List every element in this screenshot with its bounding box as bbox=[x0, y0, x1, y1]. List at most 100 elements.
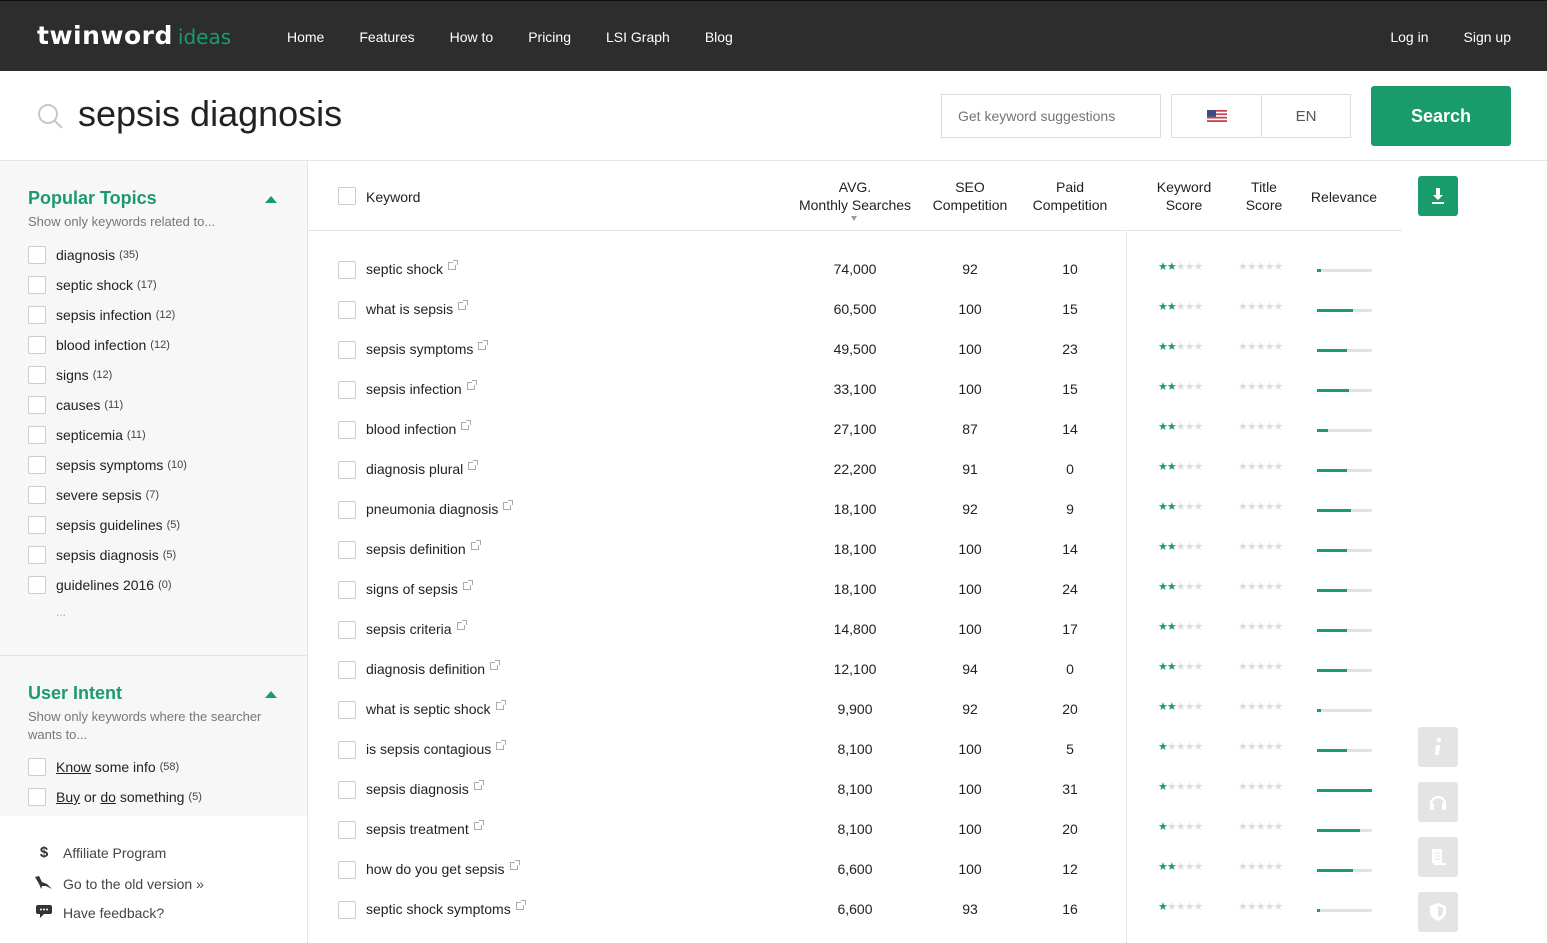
nav-how-to[interactable]: How to bbox=[449, 29, 494, 45]
topic-filter[interactable]: septic shock (17) bbox=[28, 276, 157, 294]
topic-filter[interactable]: sepsis infection (12) bbox=[28, 306, 175, 324]
external-link-icon[interactable] bbox=[458, 300, 469, 310]
row-checkbox[interactable] bbox=[338, 261, 356, 279]
topic-filter[interactable]: guidelines 2016 (0) bbox=[28, 576, 172, 594]
topic-checkbox[interactable] bbox=[28, 426, 46, 444]
search-button[interactable]: Search bbox=[1371, 86, 1511, 146]
affiliate-link[interactable]: $ Affiliate Program bbox=[34, 844, 166, 861]
keyword-link[interactable]: sepsis infection bbox=[366, 380, 477, 397]
keyword-link[interactable]: sepsis treatment bbox=[366, 820, 484, 837]
login-link[interactable]: Log in bbox=[1390, 29, 1429, 45]
nav-blog[interactable]: Blog bbox=[704, 29, 733, 45]
select-all-checkbox[interactable] bbox=[338, 187, 356, 205]
external-link-icon[interactable] bbox=[462, 580, 473, 590]
topic-filter[interactable]: severe sepsis (7) bbox=[28, 486, 159, 504]
caret-up-icon[interactable] bbox=[265, 196, 277, 203]
signup-link[interactable]: Sign up bbox=[1463, 29, 1511, 45]
external-link-icon[interactable] bbox=[468, 460, 479, 470]
caret-up-icon[interactable] bbox=[265, 691, 277, 698]
topic-filter[interactable]: signs (12) bbox=[28, 366, 112, 384]
intent-buy-do[interactable]: Buy or do something (5) bbox=[28, 788, 202, 806]
row-checkbox[interactable] bbox=[338, 541, 356, 559]
intent-buy-checkbox[interactable] bbox=[28, 788, 46, 806]
support-button[interactable] bbox=[1418, 782, 1458, 822]
brand-logo[interactable]: twinword ideas bbox=[37, 21, 231, 53]
nav-features[interactable]: Features bbox=[359, 29, 415, 45]
row-checkbox[interactable] bbox=[338, 861, 356, 879]
row-checkbox[interactable] bbox=[338, 501, 356, 519]
info-button[interactable] bbox=[1418, 727, 1458, 767]
topic-filter[interactable]: sepsis guidelines (5) bbox=[28, 516, 180, 534]
old-version-link[interactable]: Go to the old version » bbox=[34, 874, 204, 894]
nav-lsi-graph[interactable]: LSI Graph bbox=[605, 29, 670, 45]
intent-know[interactable]: Know some info (58) bbox=[28, 758, 179, 776]
keyword-link[interactable]: blood infection bbox=[366, 420, 472, 437]
keyword-link[interactable]: septic shock bbox=[366, 260, 459, 277]
document-button[interactable] bbox=[1418, 837, 1458, 877]
keyword-link[interactable]: pneumonia diagnosis bbox=[366, 500, 514, 517]
row-checkbox[interactable] bbox=[338, 581, 356, 599]
row-checkbox[interactable] bbox=[338, 741, 356, 759]
topic-checkbox[interactable] bbox=[28, 576, 46, 594]
nav-home[interactable]: Home bbox=[287, 29, 325, 45]
country-select[interactable] bbox=[1172, 95, 1262, 137]
search-query[interactable]: sepsis diagnosis bbox=[78, 93, 343, 134]
topic-filter[interactable]: causes (11) bbox=[28, 396, 123, 414]
external-link-icon[interactable] bbox=[456, 620, 467, 630]
row-checkbox[interactable] bbox=[338, 301, 356, 319]
download-button[interactable] bbox=[1418, 176, 1458, 216]
external-link-icon[interactable] bbox=[478, 340, 489, 350]
keyword-link[interactable]: is sepsis contagious bbox=[366, 740, 507, 757]
row-checkbox[interactable] bbox=[338, 421, 356, 439]
row-checkbox[interactable] bbox=[338, 341, 356, 359]
keyword-link[interactable]: septic shock symptoms bbox=[366, 900, 526, 917]
intent-know-checkbox[interactable] bbox=[28, 758, 46, 776]
topic-filter[interactable]: sepsis diagnosis (5) bbox=[28, 546, 176, 564]
topic-checkbox[interactable] bbox=[28, 276, 46, 294]
keyword-link[interactable]: sepsis criteria bbox=[366, 620, 467, 637]
nav-pricing[interactable]: Pricing bbox=[528, 29, 571, 45]
external-link-icon[interactable] bbox=[490, 660, 501, 670]
col-title-score[interactable]: Title Score bbox=[1224, 178, 1304, 214]
topic-filter[interactable]: blood infection (12) bbox=[28, 336, 170, 354]
external-link-icon[interactable] bbox=[466, 380, 477, 390]
topic-filter[interactable]: diagnosis (35) bbox=[28, 246, 139, 264]
external-link-icon[interactable] bbox=[503, 500, 514, 510]
keyword-link[interactable]: how do you get sepsis bbox=[366, 860, 520, 877]
row-checkbox[interactable] bbox=[338, 901, 356, 919]
col-keyword-score[interactable]: Keyword Score bbox=[1144, 178, 1224, 214]
topic-checkbox[interactable] bbox=[28, 246, 46, 264]
row-checkbox[interactable] bbox=[338, 661, 356, 679]
external-link-icon[interactable] bbox=[470, 540, 481, 550]
topic-checkbox[interactable] bbox=[28, 456, 46, 474]
language-selector[interactable]: EN bbox=[1171, 94, 1351, 138]
row-checkbox[interactable] bbox=[338, 381, 356, 399]
row-checkbox[interactable] bbox=[338, 621, 356, 639]
col-relevance[interactable]: Relevance bbox=[1310, 189, 1378, 205]
external-link-icon[interactable] bbox=[473, 820, 484, 830]
col-avg-monthly-searches[interactable]: AVG. Monthly Searches bbox=[790, 178, 920, 214]
external-link-icon[interactable] bbox=[496, 740, 507, 750]
keyword-link[interactable]: diagnosis definition bbox=[366, 660, 501, 677]
col-seo-competition[interactable]: SEO Competition bbox=[920, 178, 1020, 214]
external-link-icon[interactable] bbox=[509, 860, 520, 870]
topic-checkbox[interactable] bbox=[28, 306, 46, 324]
topic-checkbox[interactable] bbox=[28, 546, 46, 564]
keyword-link[interactable]: what is septic shock bbox=[366, 700, 506, 717]
col-keyword[interactable]: Keyword bbox=[366, 189, 421, 205]
row-checkbox[interactable] bbox=[338, 461, 356, 479]
keyword-link[interactable]: sepsis diagnosis bbox=[366, 780, 484, 797]
keyword-link[interactable]: sepsis definition bbox=[366, 540, 481, 557]
privacy-button[interactable] bbox=[1418, 892, 1458, 932]
topic-checkbox[interactable] bbox=[28, 396, 46, 414]
row-checkbox[interactable] bbox=[338, 701, 356, 719]
col-paid-competition[interactable]: Paid Competition bbox=[1020, 178, 1120, 214]
external-link-icon[interactable] bbox=[448, 260, 459, 270]
topic-filter[interactable]: sepsis symptoms (10) bbox=[28, 456, 187, 474]
feedback-link[interactable]: Have feedback? bbox=[34, 904, 164, 922]
sort-desc-icon[interactable] bbox=[851, 216, 857, 221]
topic-checkbox[interactable] bbox=[28, 486, 46, 504]
external-link-icon[interactable] bbox=[495, 700, 506, 710]
keyword-suggestions-input[interactable] bbox=[941, 94, 1161, 138]
keyword-link[interactable]: sepsis symptoms bbox=[366, 340, 489, 357]
